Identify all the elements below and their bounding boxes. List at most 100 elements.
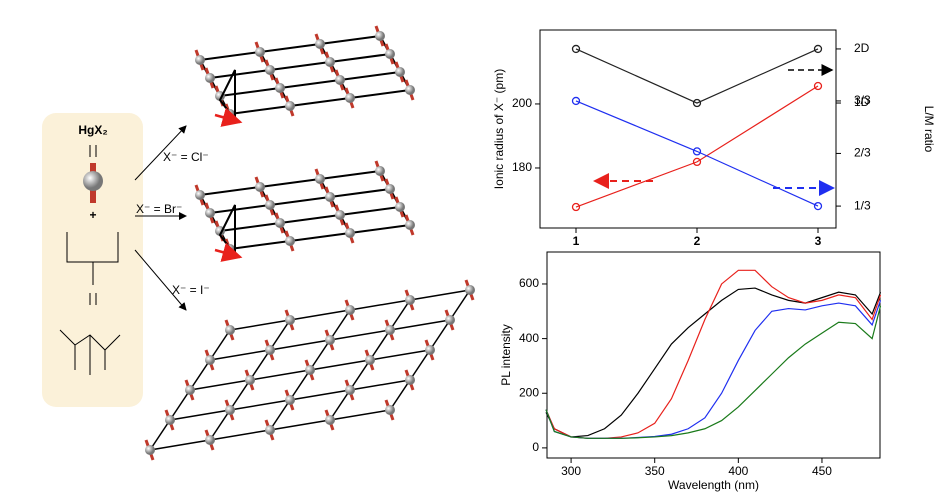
arrow [214, 107, 243, 127]
plot-frame [539, 29, 837, 229]
metal [335, 75, 345, 85]
metal [375, 166, 385, 176]
link [209, 349, 271, 361]
link [259, 43, 321, 53]
metal [145, 445, 155, 455]
metal [385, 325, 395, 335]
link [309, 339, 331, 371]
metal [465, 285, 475, 295]
link [369, 349, 431, 361]
metal [405, 295, 415, 305]
arrow [214, 242, 243, 262]
metal [265, 425, 275, 435]
y3-tick-label: 2D [854, 41, 870, 55]
link [269, 419, 331, 431]
series-line [575, 85, 819, 208]
metal [225, 325, 235, 335]
metal [205, 435, 215, 445]
x-tick-label: 3 [815, 234, 822, 248]
y-axis-label: Ionic radius of X⁻ (pm) [492, 69, 506, 189]
link [189, 379, 251, 391]
link [209, 429, 271, 441]
metal [165, 415, 175, 425]
link [369, 329, 391, 361]
link [329, 309, 351, 341]
metal [365, 355, 375, 365]
metal [405, 85, 415, 95]
link [329, 329, 391, 341]
metal [265, 345, 275, 355]
x-tick-label: 450 [812, 464, 832, 478]
x-tick-label: 400 [728, 464, 748, 478]
metal [225, 405, 235, 415]
point [571, 44, 581, 54]
link [329, 389, 351, 421]
series-line [545, 300, 882, 439]
metal [445, 315, 455, 325]
metal [185, 385, 195, 395]
metal [395, 202, 405, 212]
link [269, 61, 331, 71]
metal [395, 67, 405, 77]
link [269, 339, 331, 351]
link [389, 379, 411, 411]
link [349, 224, 411, 234]
y-tick-label: 0 [532, 440, 539, 454]
y-tick-label: 180 [512, 160, 532, 174]
point [571, 202, 581, 212]
metal [275, 218, 285, 228]
x-tick-label: 300 [561, 464, 581, 478]
link [329, 409, 391, 421]
metal [265, 65, 275, 75]
metal [385, 49, 395, 59]
link [169, 409, 231, 421]
metal [325, 335, 335, 345]
metal [195, 190, 205, 200]
link [329, 188, 391, 198]
point [813, 44, 823, 54]
link [199, 51, 261, 61]
y-tick-label: 600 [519, 276, 539, 290]
link [289, 369, 311, 401]
metal [405, 220, 415, 230]
metal [345, 228, 355, 238]
link [229, 379, 251, 411]
metal [335, 210, 345, 220]
link [339, 206, 401, 216]
svg-text:+: + [89, 208, 96, 222]
link [229, 399, 291, 411]
series-line [545, 305, 882, 439]
metal [385, 184, 395, 194]
link [189, 359, 211, 391]
metal [255, 47, 265, 57]
metal [205, 73, 215, 83]
y-tick-label: 200 [519, 385, 539, 399]
link [219, 222, 281, 232]
link [319, 170, 381, 180]
metal [195, 55, 205, 65]
link [209, 329, 231, 361]
link [149, 419, 171, 451]
metal [285, 236, 295, 246]
series-line [575, 48, 819, 104]
link [279, 214, 341, 224]
y-tick-label: 200 [512, 96, 532, 110]
point [692, 98, 702, 108]
y2-axis-label: L/M ratio [922, 106, 936, 153]
reagent: HgX₂ [78, 123, 107, 137]
link [289, 232, 351, 242]
link [339, 71, 401, 81]
link [249, 349, 271, 381]
link [209, 69, 271, 79]
link [149, 439, 211, 451]
y2-tick-label: 3/3 [854, 93, 871, 107]
metal [205, 355, 215, 365]
link [449, 289, 471, 321]
y-tick-label: 400 [519, 331, 539, 345]
link [269, 196, 331, 206]
metal [255, 182, 265, 192]
link [259, 178, 321, 188]
x-tick-label: 350 [645, 464, 665, 478]
point [813, 201, 823, 211]
metal [345, 93, 355, 103]
